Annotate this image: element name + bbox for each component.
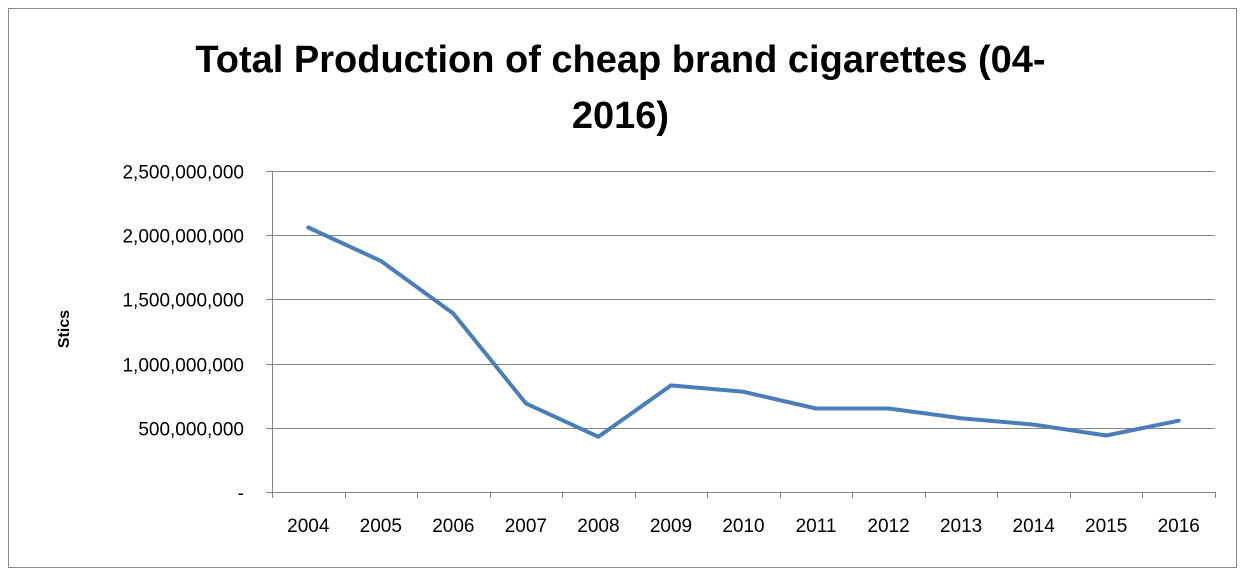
y-tick-label: 1,000,000,000 [122,356,244,377]
y-axis-label: Stics [56,310,73,348]
x-tick-label: 2008 [577,516,619,537]
x-tick-label: 2005 [360,516,402,537]
x-tick-label: 2009 [650,516,692,537]
x-tick-labels: 2004 2005 2006 2007 2008 2009 2010 2011 2012 2013… [287,516,1200,537]
y-tick-labels: - 500,000,000 1,000,000,000 1,500,000,000 2,… [122,163,244,505]
y-tick-label: 1,500,000,000 [122,291,244,312]
x-tick-label: 2010 [722,516,764,537]
x-tick-label: 2006 [432,516,474,537]
x-tick-label: 2014 [1013,516,1056,537]
series [308,227,1179,437]
x-tick-label: 2015 [1085,516,1127,537]
x-tick-label: 2012 [867,516,909,537]
line-chart: - 500,000,000 1,000,000,000 1,500,000,000 2,… [0,0,1241,551]
x-tick-label: 2011 [796,516,837,537]
x-tick-label: 2013 [940,516,982,537]
y-tick-label: 500,000,000 [138,420,244,441]
y-tick-label: - [238,484,244,505]
x-tick-label: 2007 [505,516,547,537]
y-tick-label: 2,000,000,000 [122,227,244,248]
y-tick-label: 2,500,000,000 [122,163,244,184]
axes [266,171,1216,498]
series-line [308,228,1178,437]
x-tick-label: 2016 [1158,516,1200,537]
x-tick-label: 2004 [287,516,330,537]
